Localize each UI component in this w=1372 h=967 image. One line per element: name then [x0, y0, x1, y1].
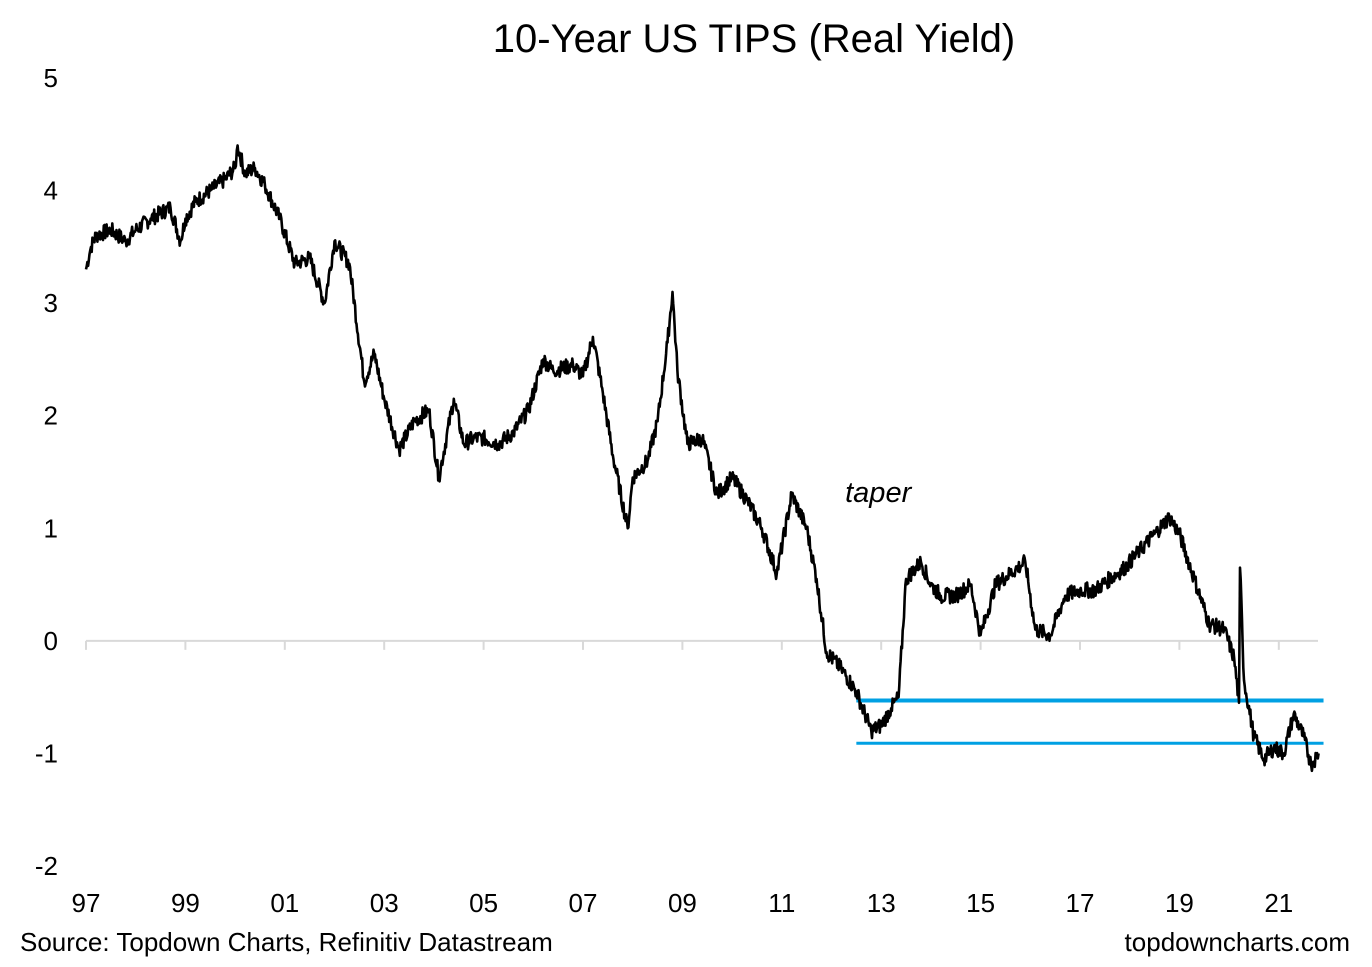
y-axis: 5 4 3 2 1 0 -1 -2 — [35, 63, 58, 881]
y-tick-label: 2 — [44, 401, 58, 431]
x-tick-label: 11 — [768, 888, 795, 918]
y-tick-label: 1 — [44, 513, 58, 543]
source-note: Source: Topdown Charts, Refinitiv Datast… — [20, 927, 553, 957]
y-tick-label: 3 — [44, 288, 58, 318]
chart-title: 10-Year US TIPS (Real Yield) — [493, 17, 1015, 61]
series-line-real-yield — [84, 144, 1320, 773]
y-tick-label: -1 — [35, 738, 58, 768]
x-tick-label: 21 — [1264, 888, 1293, 918]
annotation-taper: taper — [845, 477, 912, 509]
x-tick-label: 07 — [569, 888, 598, 918]
x-axis: 97 99 01 03 05 07 09 11 13 15 17 19 21 — [72, 640, 1293, 918]
annotations: taper — [845, 477, 912, 509]
x-tick-label: 13 — [867, 888, 896, 918]
x-tick-label: 19 — [1165, 888, 1194, 918]
x-tick-label: 17 — [1066, 888, 1095, 918]
x-tick-label: 99 — [171, 888, 200, 918]
x-tick-label: 09 — [668, 888, 697, 918]
y-tick-label: 4 — [44, 176, 58, 206]
x-tick-label: 01 — [270, 888, 299, 918]
x-tick-label: 97 — [72, 888, 101, 918]
brand-url: topdowncharts.com — [1125, 927, 1350, 957]
y-tick-label: 0 — [44, 626, 58, 656]
x-tick-label: 05 — [469, 888, 498, 918]
x-tick-label: 03 — [370, 888, 399, 918]
y-tick-label: 5 — [44, 63, 58, 93]
x-tick-label: 15 — [966, 888, 995, 918]
y-tick-label: -2 — [35, 851, 58, 881]
